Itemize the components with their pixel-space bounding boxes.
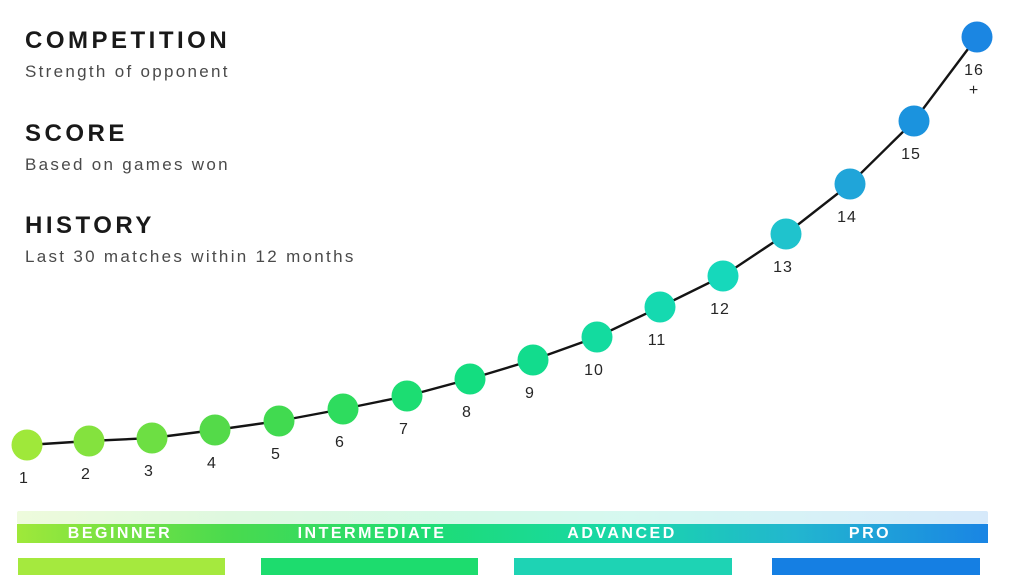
history-subtitle: Last 30 matches within 12 months [25,247,356,266]
point-label-10: 10 [584,362,604,379]
point-label-16: 16 [964,62,984,79]
curve-point-3 [136,422,168,454]
curve-point-7 [391,380,423,412]
curve-point-5 [263,405,295,437]
curve-point-6 [327,393,359,425]
point-label-5: 5 [271,446,281,463]
competition-title: COMPETITION [25,27,231,54]
curve-point-9 [517,344,549,376]
band-label-advanced: ADVANCED [567,524,677,542]
competition-subtitle: Strength of opponent [25,62,230,81]
curve-point-14 [834,168,866,200]
point-label-7: 7 [399,421,409,438]
curve-point-4 [199,414,231,446]
score-title: SCORE [25,120,128,147]
score-subtitle: Based on games won [25,155,230,174]
level-bar-glow [17,511,988,524]
point-label-13: 13 [773,259,793,276]
point-label-1: 1 [19,470,29,487]
point-sublabel-16: + [969,82,979,99]
point-label-4: 4 [207,455,217,472]
segment-intermediate [261,558,478,575]
info-block-competition: COMPETITION Strength of opponent [25,27,230,82]
curve-point-1 [11,429,43,461]
curve-line [26,36,978,447]
curve-point-8 [454,363,486,395]
segment-beginner [18,558,225,575]
band-label-beginner: BEGINNER [67,524,173,542]
segment-pro [772,558,980,575]
curve-point-2 [73,425,105,457]
curve-point-15 [898,105,930,137]
point-label-8: 8 [462,404,472,421]
point-label-9: 9 [525,385,535,402]
info-block-score: SCORE Based on games won [25,120,230,175]
info-block-history: HISTORY Last 30 matches within 12 months [25,212,356,267]
curve-point-16 [961,21,993,53]
history-title: HISTORY [25,212,155,239]
curve-point-12 [707,260,739,292]
level-gradient-bar: BEGINNER INTERMEDIATE ADVANCED PRO [17,524,988,543]
point-label-6: 6 [335,434,345,451]
band-label-intermediate: INTERMEDIATE [297,524,447,542]
point-label-3: 3 [144,463,154,480]
band-label-pro: PRO [848,524,892,542]
segment-advanced [514,558,732,575]
point-label-11: 11 [648,332,667,349]
curve-point-11 [644,291,676,323]
curve-point-13 [770,218,802,250]
point-label-15: 15 [901,146,921,163]
point-label-12: 12 [710,301,730,318]
point-label-14: 14 [837,209,857,226]
curve-point-10 [581,321,613,353]
point-label-2: 2 [81,466,91,483]
